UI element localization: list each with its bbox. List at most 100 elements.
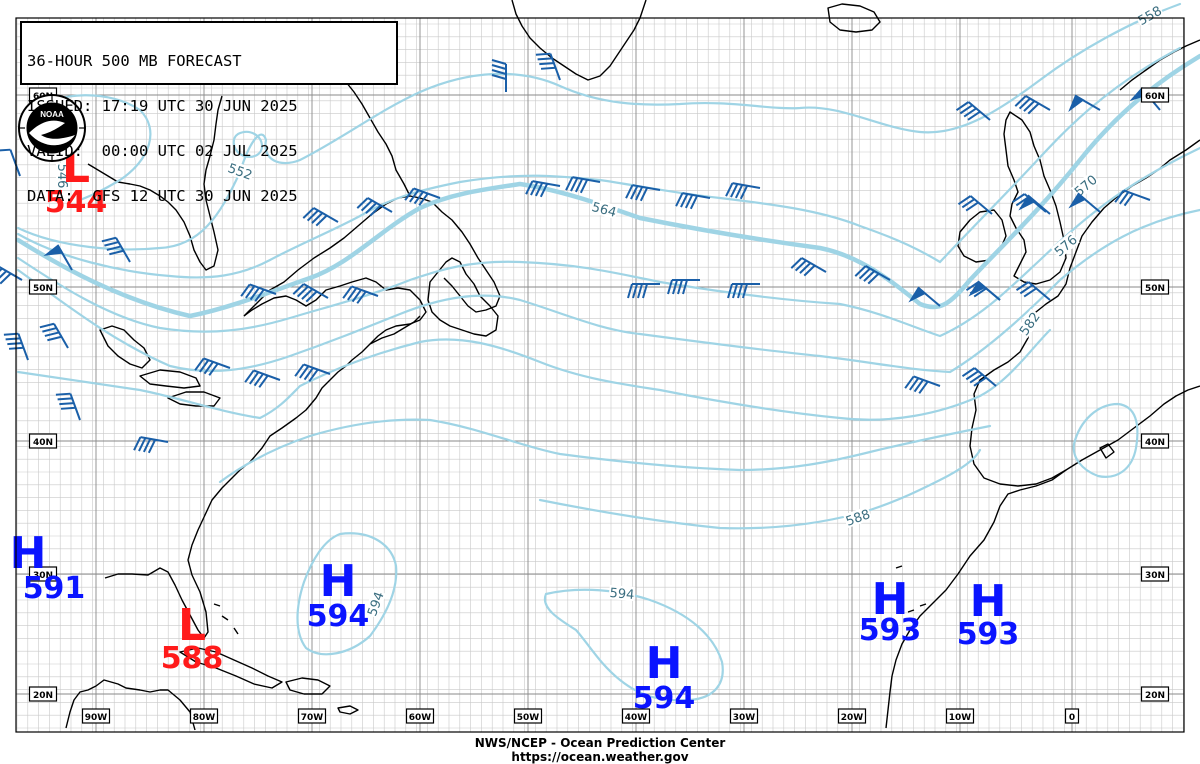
svg-text:80W: 80W [193, 713, 216, 723]
contour-label-564: 564 [589, 198, 619, 221]
lon-label-80W: 80W [189, 708, 219, 724]
wind-barb [790, 257, 827, 277]
center-symbol: H [646, 638, 683, 689]
wind-barb [565, 176, 601, 194]
wind-barb [667, 279, 700, 295]
noaa-logo-icon: NOAA [18, 94, 86, 162]
lon-label-70W: 70W [297, 708, 327, 724]
svg-text:20W: 20W [841, 713, 864, 723]
contour-552 [16, 2, 1182, 251]
center-value: 594 [307, 599, 370, 634]
contour-558 [16, 46, 1182, 279]
wind-barb [1018, 194, 1051, 215]
wind-barb [955, 101, 991, 121]
svg-text:60N: 60N [1145, 92, 1165, 102]
wind-barb [43, 244, 73, 271]
center-value: 594 [633, 681, 696, 716]
lat-label-right-60N: 60N [1140, 87, 1170, 103]
contour-label-546: 546 [54, 163, 70, 189]
contour-594-central [543, 588, 724, 702]
svg-text:30N: 30N [1145, 571, 1165, 581]
footer-agency: NWS/NCEP - Ocean Prediction Center [474, 736, 726, 750]
wind-barb [625, 184, 661, 202]
wind-barb [854, 265, 891, 285]
center-value: 588 [161, 641, 224, 676]
wind-barb [627, 283, 660, 299]
wind-barb [39, 322, 69, 349]
wind-barb [342, 285, 379, 304]
lon-label-0: 0 [1064, 708, 1080, 724]
center-symbol: L [178, 600, 206, 651]
wind-barb [194, 357, 231, 376]
svg-text:60W: 60W [409, 713, 432, 723]
wind-barb [0, 265, 23, 285]
contour-label-594: 594 [608, 584, 636, 603]
svg-text:30W: 30W [733, 713, 756, 723]
wind-barb [1068, 192, 1101, 213]
wind-barb [525, 180, 561, 198]
svg-text:70W: 70W [301, 713, 324, 723]
lon-label-50W: 50W [513, 708, 543, 724]
footer-url[interactable]: https://ocean.weather.gov [511, 750, 689, 764]
forecast-title: 36-HOUR 500 MB FORECAST [27, 52, 242, 70]
wind-barb [727, 283, 760, 299]
valid-time: VALID: 00:00 UTC 02 JUL 2025 [27, 142, 298, 160]
wind-barb [957, 195, 993, 215]
contour-546 [26, 94, 152, 202]
wind-barb [302, 207, 339, 227]
svg-text:50N: 50N [33, 284, 53, 294]
wind-barb [101, 236, 131, 263]
svg-text:40W: 40W [625, 713, 648, 723]
wind-barb [904, 375, 941, 394]
wind-barb [294, 363, 331, 382]
contour-588-south [538, 448, 982, 530]
africa-coast [885, 469, 1067, 729]
europe-coast [969, 139, 1200, 487]
hispaniola [285, 677, 331, 695]
florida-coast [104, 365, 347, 639]
lon-label-30W: 30W [729, 708, 759, 724]
lat-label-right-40N: 40N [1140, 433, 1170, 449]
contour-564 [15, 53, 1200, 319]
gulf-st-lawrence-coast [243, 195, 501, 317]
contour-576 [16, 208, 1200, 374]
svg-text:20N: 20N [1145, 691, 1165, 701]
wind-barb [0, 148, 21, 177]
lon-label-20W: 20W [837, 708, 867, 724]
great-lakes [99, 325, 221, 407]
lon-label-60W: 60W [405, 708, 435, 724]
wind-barb [961, 367, 997, 387]
wind-barb [1068, 94, 1101, 113]
canary-islands [907, 603, 927, 613]
wind-barb [292, 283, 329, 303]
svg-text:90W: 90W [85, 713, 108, 723]
wind-barb [244, 369, 281, 388]
wind-barb [55, 392, 81, 421]
madeira [895, 565, 903, 569]
issued-time: ISSUED: 17:19 UTC 30 JUN 2025 [27, 97, 298, 115]
height-contours [15, 2, 1200, 702]
wind-barb [133, 436, 169, 454]
svg-text:594: 594 [609, 586, 635, 603]
svg-text:564: 564 [590, 200, 618, 221]
puerto-rico [337, 705, 359, 715]
iceland [827, 3, 881, 33]
newfoundland [427, 257, 499, 337]
wind-barb [356, 197, 393, 217]
contour-hudson-small [232, 130, 264, 158]
wind-barb [908, 286, 941, 307]
svg-text:10W: 10W [949, 713, 972, 723]
wind-barb [535, 52, 561, 81]
contour-588 [218, 418, 992, 484]
wind-barb [1015, 281, 1051, 301]
center-value: 593 [859, 613, 922, 648]
contour-570 [16, 146, 1200, 338]
noaa-logo-text: NOAA [40, 110, 64, 119]
svg-text:50N: 50N [1145, 284, 1165, 294]
bahamas [213, 603, 239, 635]
lon-label-90W: 90W [81, 708, 111, 724]
